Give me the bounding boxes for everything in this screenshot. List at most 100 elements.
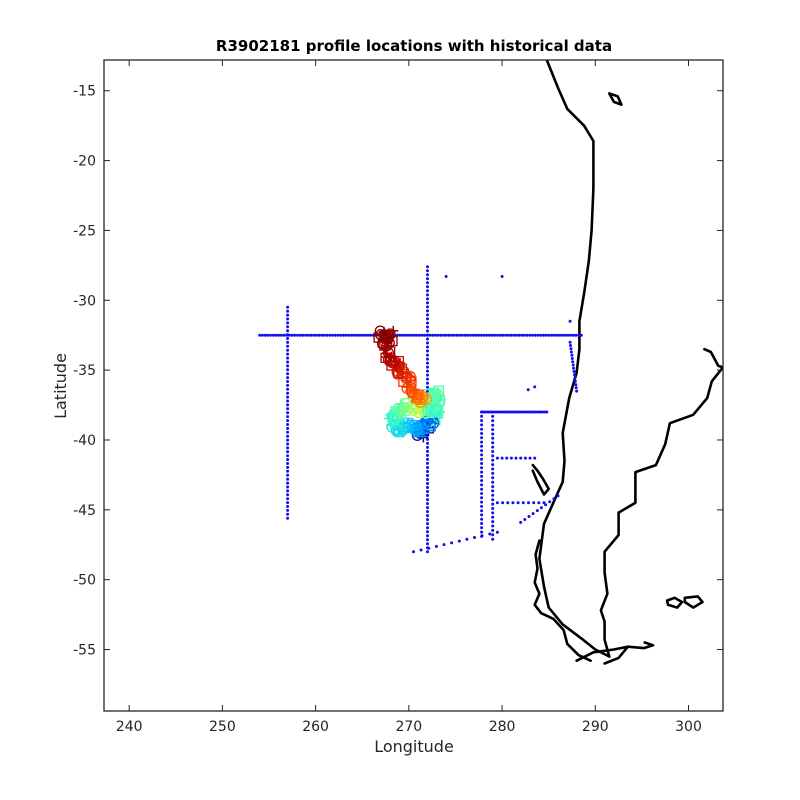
- historical-point: [410, 334, 413, 337]
- historical-point: [286, 384, 289, 387]
- historical-point: [426, 482, 429, 485]
- historical-point: [491, 511, 494, 514]
- historical-point: [286, 403, 289, 406]
- historical-point: [286, 486, 289, 489]
- historical-point: [496, 531, 499, 534]
- historical-point: [426, 514, 429, 517]
- historical-point: [480, 415, 483, 418]
- historical-point: [437, 334, 440, 337]
- historical-point: [488, 334, 491, 337]
- historical-point: [439, 334, 442, 337]
- historical-point: [286, 361, 289, 364]
- historical-point: [532, 501, 535, 504]
- historical-point: [456, 334, 459, 337]
- historical-point: [312, 334, 315, 337]
- historical-point: [518, 334, 521, 337]
- historical-point: [277, 334, 280, 337]
- historical-point: [520, 334, 523, 337]
- historical-point: [364, 334, 367, 337]
- historical-point: [366, 334, 369, 337]
- historical-point: [286, 497, 289, 500]
- historical-point: [540, 506, 543, 509]
- historical-point: [434, 334, 437, 337]
- historical-point: [573, 373, 576, 376]
- historical-point: [286, 400, 289, 403]
- historical-point: [426, 281, 429, 284]
- historical-point: [491, 459, 494, 462]
- historical-point: [571, 360, 574, 363]
- historical-point: [577, 334, 580, 337]
- y-tick-label: -50: [73, 573, 96, 589]
- historical-point: [286, 513, 289, 516]
- historical-point: [536, 509, 539, 512]
- historical-point: [353, 334, 356, 337]
- historical-point: [426, 322, 429, 325]
- historical-point: [480, 479, 483, 482]
- historical-point: [426, 297, 429, 300]
- historical-point: [539, 334, 542, 337]
- historical-point: [426, 454, 429, 457]
- historical-point: [286, 380, 289, 383]
- historical-point: [274, 334, 277, 337]
- historical-point: [435, 545, 438, 548]
- historical-point: [426, 309, 429, 312]
- historical-point: [286, 454, 289, 457]
- historical-point: [318, 334, 321, 337]
- historical-point: [426, 506, 429, 509]
- historical-point: [575, 386, 578, 389]
- historical-point: [474, 334, 477, 337]
- historical-point: [426, 362, 429, 365]
- historical-point: [480, 466, 483, 469]
- historical-point: [286, 388, 289, 391]
- historical-point: [519, 457, 522, 460]
- historical-point: [426, 338, 429, 341]
- historical-point: [286, 505, 289, 508]
- historical-point: [286, 517, 289, 520]
- historical-point: [426, 470, 429, 473]
- historical-point: [491, 433, 494, 436]
- historical-point: [523, 334, 526, 337]
- historical-point: [369, 334, 372, 337]
- historical-point: [450, 541, 453, 544]
- historical-point: [529, 334, 532, 337]
- historical-point: [469, 334, 472, 337]
- historical-point: [510, 457, 513, 460]
- historical-point: [491, 334, 494, 337]
- historical-point: [426, 534, 429, 537]
- historical-point: [286, 345, 289, 348]
- historical-point: [491, 498, 494, 501]
- historical-point: [491, 525, 494, 528]
- historical-point: [548, 500, 551, 503]
- historical-point: [480, 441, 483, 444]
- historical-point: [553, 334, 556, 337]
- historical-point: [491, 415, 494, 418]
- historical-point: [286, 372, 289, 375]
- historical-point: [532, 512, 535, 515]
- historical-point: [331, 334, 334, 337]
- historical-point: [485, 334, 488, 337]
- historical-point: [291, 334, 294, 337]
- historical-point: [286, 462, 289, 465]
- historical-point: [488, 533, 491, 536]
- historical-point: [491, 437, 494, 440]
- historical-point: [450, 334, 453, 337]
- historical-point: [527, 501, 530, 504]
- historical-point: [480, 423, 483, 426]
- x-tick-label: 250: [209, 719, 236, 735]
- historical-point: [480, 449, 483, 452]
- historical-point: [491, 481, 494, 484]
- historical-point: [499, 334, 502, 337]
- historical-point: [426, 490, 429, 493]
- historical-point: [261, 334, 264, 337]
- historical-point: [286, 489, 289, 492]
- historical-point: [566, 334, 569, 337]
- historical-point: [480, 505, 483, 508]
- historical-point: [491, 476, 494, 479]
- historical-point: [286, 357, 289, 360]
- historical-point: [426, 265, 429, 268]
- historical-point: [575, 390, 578, 393]
- historical-point: [426, 510, 429, 513]
- historical-point: [415, 334, 418, 337]
- historical-point: [531, 334, 534, 337]
- historical-point: [342, 334, 345, 337]
